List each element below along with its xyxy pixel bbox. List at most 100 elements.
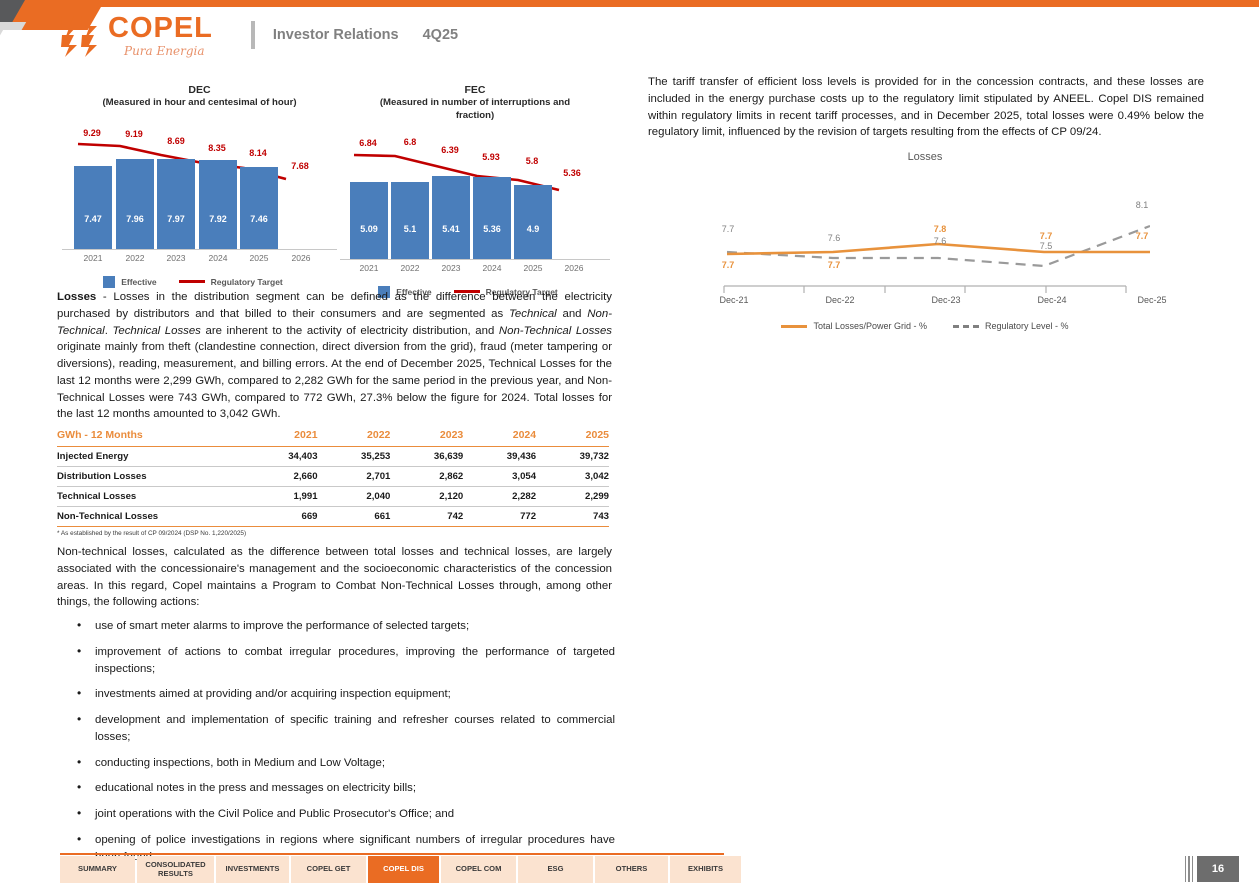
header-quarter: 4Q25: [422, 27, 459, 43]
losses-lead: Losses: [57, 291, 97, 303]
list-item: use of smart meter alarms to improve the…: [57, 617, 615, 635]
cell-2025: 743: [536, 506, 609, 527]
actions-list: use of smart meter alarms to improve the…: [57, 617, 615, 874]
dec-chart-title: DEC (Measured in hour and centesimal of …: [102, 84, 297, 109]
fec-bar-2023: 5.41: [432, 175, 470, 260]
tariff-transfer-paragraph: The tariff transfer of efficient loss le…: [648, 76, 1204, 139]
nav-tab-summary[interactable]: SUMMARY: [60, 856, 135, 883]
non-technical-paragraph: Non-technical losses, calculated as the …: [57, 546, 612, 609]
cell-2021: 34,403: [244, 446, 318, 467]
copel-logo: COPEL Pura Energia: [60, 12, 213, 58]
fec-bar-2022: 5.1: [391, 181, 429, 260]
row-label: Non-Technical Losses: [57, 506, 245, 527]
nav-tab-copel-dis[interactable]: COPEL DIS: [368, 856, 439, 883]
losses-plot: 7.7 7.6 7.6 7.5 8.1 7.7 7.7 7.8 7.7 7.7: [700, 174, 1150, 289]
fec-xtick-2022: 2022: [400, 262, 420, 273]
fec-xtick-2021: 2021: [359, 262, 379, 273]
dec-chart: DEC (Measured in hour and centesimal of …: [62, 84, 337, 288]
fec-xtick-2023: 2023: [441, 262, 461, 273]
list-item: development and implementation of specif…: [57, 711, 615, 746]
cell-2024: 39,436: [463, 446, 537, 467]
fec-target-label-2026: 5.36: [563, 167, 581, 178]
dec-target-label-2026: 7.68: [291, 160, 309, 171]
dec-xtick-2022: 2022: [125, 252, 145, 263]
losses-xtick-dec25: Dec-25: [1137, 295, 1167, 306]
list-item: conducting inspections, both in Medium a…: [57, 754, 615, 772]
cell-2023: 742: [390, 506, 464, 527]
table-header-row: GWh - 12 Months 2021 2022 2023 2024 2025: [57, 425, 609, 447]
fec-x-axis: 2021 2022 2023 2024 2025 2026: [340, 260, 596, 278]
fec-bar-2025: 4.9: [514, 184, 552, 260]
fec-xtick-2025: 2025: [523, 262, 543, 273]
list-item: improvement of actions to combat irregul…: [57, 643, 615, 678]
losses-table: GWh - 12 Months 2021 2022 2023 2024 2025…: [57, 425, 609, 527]
logo-tagline: Pura Energia: [124, 43, 205, 58]
copel-bolt-icon: [61, 16, 97, 57]
nav-tab-exhibits[interactable]: EXHIBITS: [670, 856, 741, 883]
dec-target-label-2023: 8.69: [167, 135, 185, 146]
table-header-2023: 2023: [390, 425, 464, 447]
cell-2022: 2,701: [317, 466, 391, 487]
losses-chart: Losses 7.7 7.6 7.6 7.5 8.1 7.7 7.7 7.8 7…: [700, 150, 1167, 331]
cell-2022: 35,253: [317, 446, 391, 467]
table-row: Injected Energy 34,403 35,253 36,639 39,…: [57, 446, 609, 467]
dec-xtick-2024: 2024: [208, 252, 228, 263]
losses-xtick-dec23: Dec-23: [931, 295, 961, 306]
dec-xtick-2025: 2025: [249, 252, 269, 263]
losses-reg-label-dec21: 7.7: [721, 224, 735, 235]
nav-tab-copel-get[interactable]: COPEL GET: [291, 856, 366, 883]
losses-chart-title: Losses: [907, 151, 943, 163]
footer-accent-rule: [60, 853, 724, 855]
list-item: investments aimed at providing and/or ac…: [57, 685, 615, 703]
dec-bar-2024: 7.92: [199, 159, 237, 250]
fec-bars: 5.09 5.1 5.41 5.36 4.9: [340, 142, 610, 260]
table-header-2024: 2024: [463, 425, 537, 447]
dec-x-axis: 2021 2022 2023 2024 2025 2026: [62, 250, 324, 268]
dec-bar-2021: 7.47: [74, 165, 112, 250]
header-divider: [250, 21, 255, 49]
dec-xtick-2026: 2026: [291, 252, 311, 263]
fec-legend-target: Regulatory Target: [453, 287, 558, 297]
fec-bar-2024: 5.36: [473, 176, 511, 260]
fec-xtick-2026: 2026: [564, 262, 584, 273]
losses-xtick-dec24: Dec-24: [1037, 295, 1067, 306]
fec-xtick-2024: 2024: [482, 262, 502, 273]
fec-plot: 6.84 6.8 6.39 5.93 5.8 5.36 5.09 5.1 5.4…: [340, 137, 610, 298]
cell-2022: 2,040: [317, 486, 391, 507]
dec-legend-target: Regulatory Target: [178, 277, 283, 287]
fec-target-label-2023: 6.39: [441, 144, 459, 155]
nav-tab-consolidated-results[interactable]: CONSOLIDATED RESULTS: [137, 856, 214, 883]
losses-x-axis: Dec-21 Dec-22 Dec-23 Dec-24 Dec-25: [700, 285, 1167, 309]
page-header: COPEL Pura Energia Investor Relations 4Q…: [60, 12, 458, 58]
dec-target-label-2025: 8.14: [249, 147, 267, 158]
dec-target-label-2021: 9.29: [83, 127, 101, 138]
footer-nav[interactable]: SUMMARY CONSOLIDATED RESULTS INVESTMENTS…: [60, 856, 743, 883]
losses-total-label-dec25: 7.7: [1135, 231, 1149, 242]
fec-legend: Effective Regulatory Target: [340, 285, 596, 298]
nav-tab-esg[interactable]: ESG: [518, 856, 593, 883]
losses-legend-total: Total Losses/Power Grid - %: [781, 321, 927, 331]
nav-tab-others[interactable]: OTHERS: [595, 856, 668, 883]
fec-target-label-2025: 5.8: [525, 155, 539, 166]
table-header-2021: 2021: [244, 425, 318, 447]
nav-tab-investments[interactable]: INVESTMENTS: [216, 856, 289, 883]
losses-reg-label-dec23: 7.6: [933, 236, 947, 247]
dec-bars: 7.47 7.96 7.97 7.92 7.46: [62, 132, 337, 250]
losses-series-lines: [726, 225, 1150, 268]
legend-swatch-solid-icon: [781, 324, 808, 328]
list-item: educational notes in the press and messa…: [57, 779, 615, 797]
fec-legend-effective: Effective: [378, 285, 432, 298]
dec-legend-effective: Effective: [103, 275, 157, 288]
table-header-2025: 2025: [536, 425, 609, 447]
losses-reg-label-dec25: 8.1: [1135, 200, 1149, 211]
logo-wordmark: COPEL: [108, 11, 213, 44]
legend-swatch-dashed-icon: [953, 324, 979, 328]
legend-swatch-bar-icon: [103, 275, 116, 288]
losses-total-label-dec24: 7.7: [1039, 231, 1053, 242]
table-row: Non-Technical Losses 669 661 742 772 743: [57, 506, 609, 527]
nav-tab-copel-com[interactable]: COPEL COM: [441, 856, 516, 883]
fec-target-label-2021: 6.84: [359, 137, 377, 148]
table-row: Technical Losses 1,991 2,040 2,120 2,282…: [57, 486, 609, 507]
dec-xtick-2021: 2021: [83, 252, 103, 263]
losses-total-label-dec21: 7.7: [721, 260, 735, 271]
